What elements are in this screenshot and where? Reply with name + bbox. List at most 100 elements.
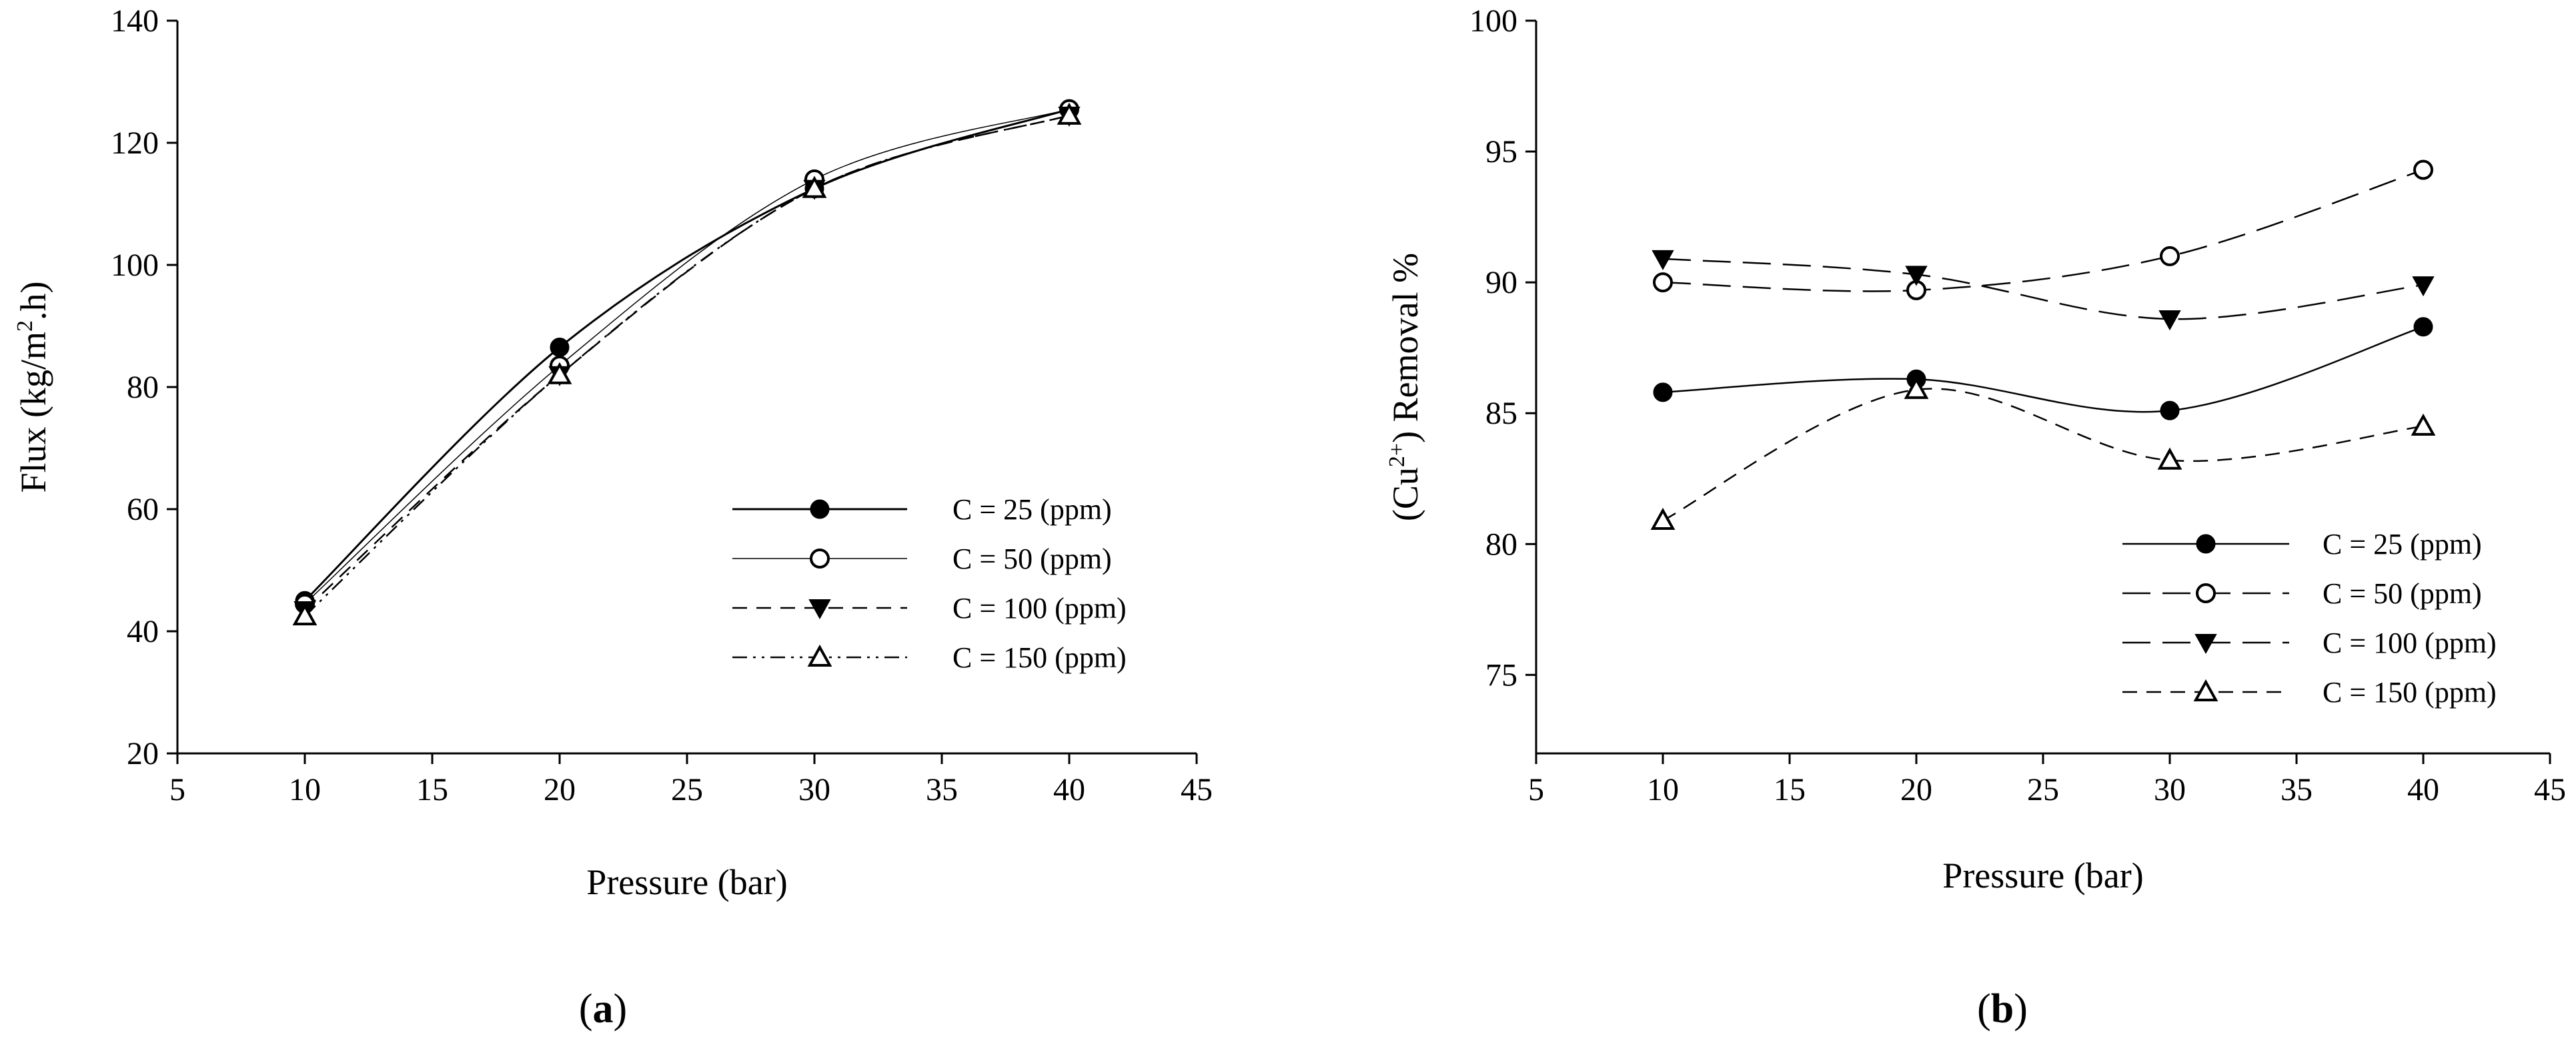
data-point — [1653, 272, 1673, 293]
y-tick-label: 75 — [1485, 657, 1517, 693]
legend-marker — [2194, 634, 2217, 655]
legend-marker — [810, 549, 830, 569]
y-axis-title: (Cu2+) Removal % — [1385, 253, 1425, 521]
x-tick-label: 25 — [671, 772, 703, 807]
series-50-ppm — [295, 99, 1079, 614]
data-point — [2411, 413, 2436, 436]
series-line — [304, 114, 1070, 617]
x-tick-label: 35 — [926, 772, 958, 807]
y-tick-label: 100 — [1469, 3, 1517, 39]
y-tick-label: 20 — [127, 736, 159, 771]
legend-label: C = 150 (ppm) — [952, 641, 1127, 674]
x-axis-title: Pressure (bar) — [586, 862, 787, 902]
y-tick-label: 140 — [111, 3, 159, 39]
x-tick-label: 45 — [2534, 772, 2566, 807]
x-tick-label: 40 — [2407, 772, 2439, 807]
caption-open-paren: ( — [1977, 986, 1991, 1032]
x-axis-title: Pressure (bar) — [1942, 855, 2143, 896]
legend-label: C = 100 (ppm) — [2323, 627, 2497, 659]
legend-label: C = 100 (ppm) — [952, 592, 1127, 625]
x-tick-label: 20 — [1900, 772, 1932, 807]
data-point — [2413, 159, 2433, 180]
legend-marker — [2193, 679, 2218, 701]
caption-close-paren: ) — [614, 986, 628, 1032]
y-tick-label: 40 — [127, 614, 159, 649]
y-tick-label: 60 — [127, 492, 159, 527]
legend-label: C = 25 (ppm) — [952, 493, 1112, 526]
y-axis-title-superscript: 2 — [13, 320, 37, 332]
series-line — [1662, 258, 2424, 320]
caption-open-paren: ( — [579, 986, 593, 1032]
x-tick-label: 15 — [416, 772, 448, 807]
data-point — [2158, 310, 2181, 331]
x-tick-label: 5 — [1528, 772, 1544, 807]
x-tick-label: 15 — [1774, 772, 1806, 807]
x-tick-label: 30 — [798, 772, 830, 807]
data-point — [802, 176, 827, 198]
panel-caption: (a) — [579, 986, 627, 1032]
x-tick-label: 25 — [2027, 772, 2059, 807]
legend-marker — [807, 644, 832, 667]
y-axis-title-part: (Cu — [1385, 467, 1425, 521]
data-point — [1057, 102, 1082, 125]
series-100-ppm — [1652, 250, 2435, 331]
data-point — [2413, 317, 2433, 337]
legend: C = 25 (ppm) C = 50 (ppm) C = 100 (ppm) C =… — [2122, 528, 2497, 709]
data-point — [1904, 376, 1929, 399]
caption-letter: b — [1991, 986, 2014, 1032]
x-tick-label: 40 — [1053, 772, 1085, 807]
series-line — [304, 114, 1070, 611]
x-tick-label: 5 — [169, 772, 185, 807]
data-point — [2157, 447, 2182, 470]
data-point — [2160, 246, 2180, 266]
y-axis-title-part: Flux (kg/m — [13, 332, 53, 493]
x-tick-label: 45 — [1181, 772, 1213, 807]
data-point — [292, 603, 317, 626]
x-tick-label: 10 — [289, 772, 321, 807]
data-point — [1652, 250, 1674, 270]
y-axis-title-part: .h) — [13, 281, 53, 320]
y-tick-label: 95 — [1485, 134, 1517, 169]
panel-a-flux-chart: 5 10 15 20 25 30 35 40 45 20 40 60 80 100 120 140 Pressu… — [13, 3, 1213, 1032]
y-axis-title: Flux (kg/m2.h) — [13, 281, 53, 492]
x-tick-label: 30 — [2154, 772, 2186, 807]
caption-close-paren: ) — [2014, 986, 2028, 1032]
series-line — [1662, 169, 2424, 292]
y-tick-label: 85 — [1485, 396, 1517, 431]
series-50-ppm — [1653, 159, 2433, 300]
x-tick-label: 10 — [1647, 772, 1679, 807]
data-point — [1905, 266, 1928, 286]
panel-caption: (b) — [1977, 986, 2028, 1032]
data-point — [2160, 400, 2180, 420]
y-tick-label: 90 — [1485, 265, 1517, 300]
series-line — [1662, 388, 2424, 522]
legend-label: C = 50 (ppm) — [2323, 577, 2482, 610]
legend-marker — [810, 499, 830, 519]
y-axis-title-superscript: 2+ — [1385, 443, 1409, 467]
series-line — [1662, 326, 2424, 413]
series-150-ppm — [292, 102, 1082, 626]
data-point — [550, 338, 570, 358]
series-25-ppm — [1653, 317, 2433, 420]
x-tick-label: 35 — [2281, 772, 2313, 807]
y-tick-label: 120 — [111, 125, 159, 161]
caption-letter: a — [593, 986, 614, 1032]
legend: C = 25 (ppm) C = 50 (ppm) C = 100 (ppm) C =… — [732, 493, 1127, 674]
data-point — [2412, 276, 2435, 297]
y-axis-title-part: ) Removal % — [1385, 253, 1425, 443]
legend-marker — [2196, 583, 2216, 603]
y-tick-label: 80 — [1485, 527, 1517, 562]
legend-label: C = 50 (ppm) — [952, 543, 1112, 575]
data-point — [1650, 507, 1676, 530]
series-25-ppm — [295, 99, 1079, 611]
legend-label: C = 150 (ppm) — [2323, 676, 2497, 709]
y-tick-label: 100 — [111, 248, 159, 283]
series-150-ppm — [1650, 376, 2436, 530]
y-tick-label: 80 — [127, 370, 159, 405]
x-tick-label: 20 — [544, 772, 576, 807]
legend-marker — [808, 599, 831, 620]
series-line — [304, 108, 1070, 605]
data-point — [547, 362, 572, 384]
legend-marker — [2196, 534, 2216, 554]
